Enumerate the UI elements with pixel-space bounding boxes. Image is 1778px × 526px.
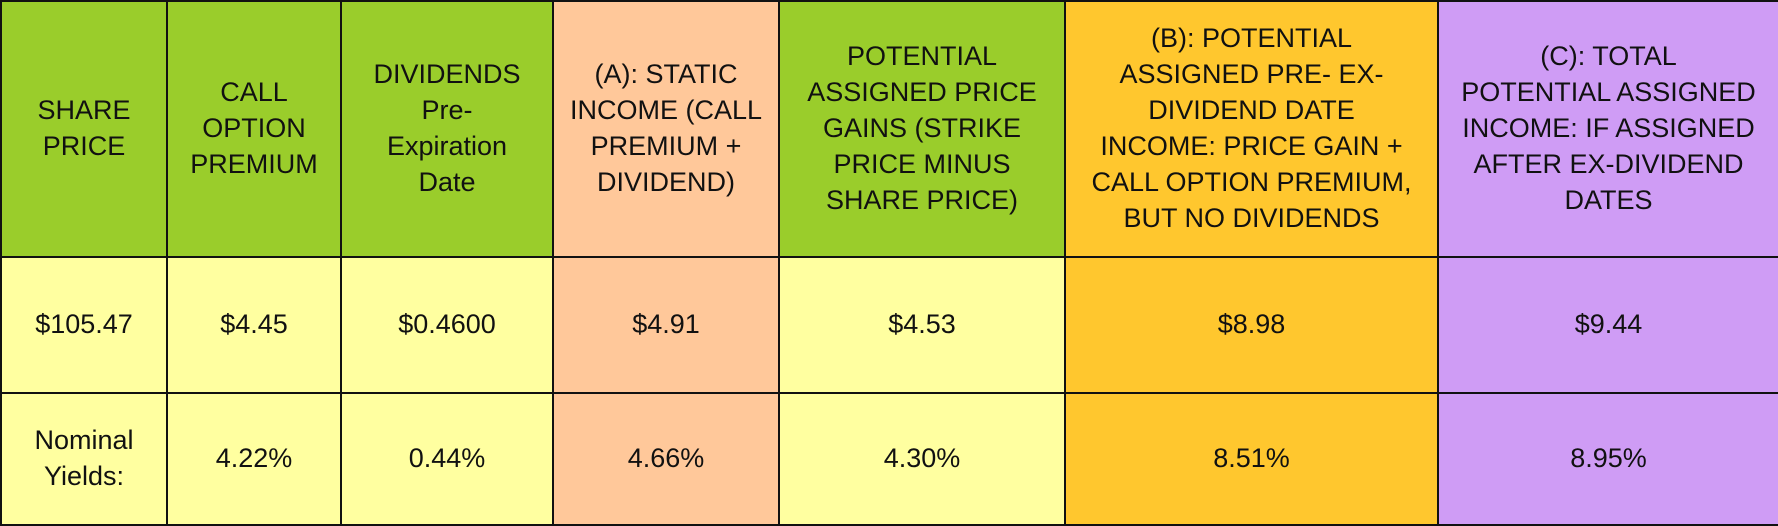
value-call-option-premium: $4.45 — [166, 256, 342, 394]
yield-dividends: 0.44% — [340, 392, 554, 526]
yield-pre-ex-dividend-income: 8.51% — [1064, 392, 1439, 526]
header-share-price: SHARE PRICE — [0, 0, 168, 258]
value-total-assigned-income: $9.44 — [1437, 256, 1778, 394]
yield-assigned-price-gains: 4.30% — [778, 392, 1066, 526]
values-row: $105.47 $4.45 $0.4600 $4.91 $4.53 $8.98 … — [0, 256, 1778, 394]
header-pre-ex-dividend-income: (B): POTENTIAL ASSIGNED PRE- EX- DIVIDEN… — [1064, 0, 1439, 258]
value-share-price: $105.47 — [0, 256, 168, 394]
header-dividends: DIVIDENDS Pre- Expiration Date — [340, 0, 554, 258]
header-static-income: (A): STATIC INCOME (CALL PREMIUM + DIVID… — [552, 0, 780, 258]
value-pre-ex-dividend-income: $8.98 — [1064, 256, 1439, 394]
yield-call-option-premium: 4.22% — [166, 392, 342, 526]
value-static-income: $4.91 — [552, 256, 780, 394]
yield-row-label: Nominal Yields: — [0, 392, 168, 526]
value-assigned-price-gains: $4.53 — [778, 256, 1066, 394]
header-total-assigned-income: (C): TOTAL POTENTIAL ASSIGNED INCOME: IF… — [1437, 0, 1778, 258]
value-dividends: $0.4600 — [340, 256, 554, 394]
yield-total-assigned-income: 8.95% — [1437, 392, 1778, 526]
yield-static-income: 4.66% — [552, 392, 780, 526]
header-call-option-premium: CALL OPTION PREMIUM — [166, 0, 342, 258]
header-row: SHARE PRICE CALL OPTION PREMIUM DIVIDEND… — [0, 0, 1778, 258]
header-assigned-price-gains: POTENTIAL ASSIGNED PRICE GAINS (STRIKE P… — [778, 0, 1066, 258]
yields-row: Nominal Yields: 4.22% 0.44% 4.66% 4.30% … — [0, 392, 1778, 526]
